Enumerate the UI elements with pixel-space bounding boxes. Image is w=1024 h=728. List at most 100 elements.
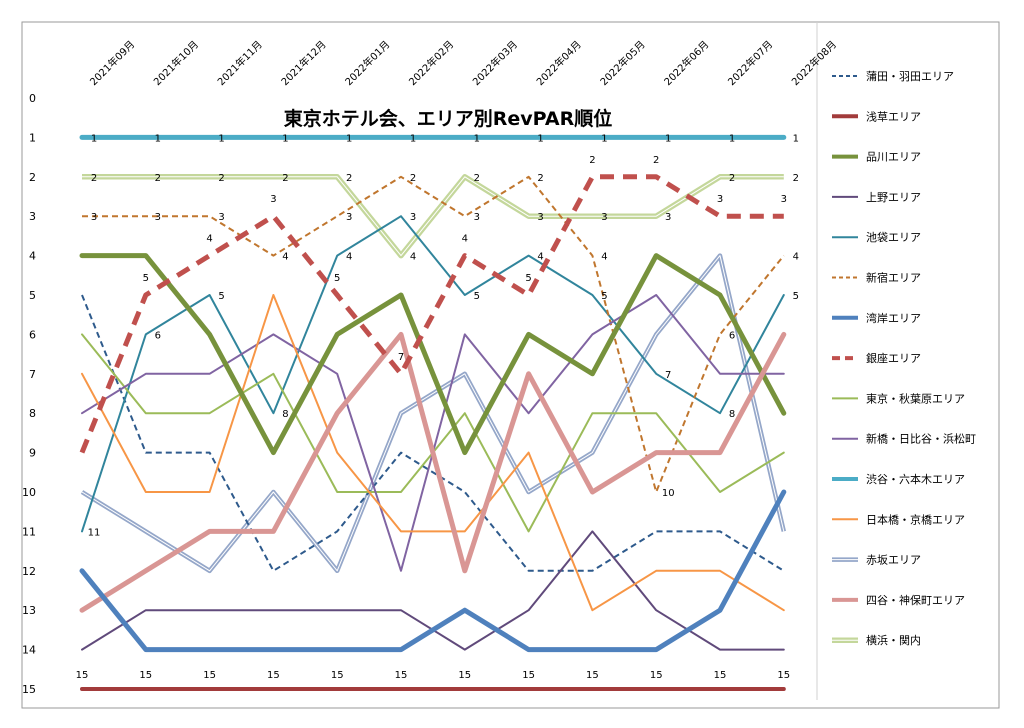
legend-label: 赤坂エリア xyxy=(866,554,921,567)
data-label: 3 xyxy=(717,194,723,205)
data-label: 3 xyxy=(601,212,607,223)
data-label: 5 xyxy=(143,273,149,284)
y-tick-label: 14 xyxy=(22,644,36,657)
data-label: 1 xyxy=(346,133,352,144)
data-label: 15 xyxy=(586,670,599,681)
data-label: 3 xyxy=(781,194,787,205)
data-label: 1 xyxy=(537,133,543,144)
data-label: 1 xyxy=(665,133,671,144)
series-line xyxy=(79,489,787,653)
data-label: 7 xyxy=(398,352,404,363)
series-line xyxy=(82,175,785,493)
series-line xyxy=(81,215,785,533)
data-label: 1 xyxy=(729,133,735,144)
data-label: 1 xyxy=(601,133,607,144)
series-line xyxy=(79,174,784,454)
legend-label: 湾岸エリア xyxy=(866,311,921,325)
legend-label: 池袋エリア xyxy=(866,230,921,244)
data-label: 5 xyxy=(474,291,480,302)
data-label: 2 xyxy=(653,155,659,166)
y-tick-label: 15 xyxy=(22,683,36,696)
data-label: 5 xyxy=(334,273,340,284)
data-label: 15 xyxy=(331,670,344,681)
data-label: 5 xyxy=(793,291,799,302)
y-tick-label: 5 xyxy=(29,289,36,302)
data-label: 4 xyxy=(282,252,288,263)
data-label: 2 xyxy=(474,173,480,184)
data-label: 1 xyxy=(793,133,799,144)
legend-label: 四谷・神保町エリア xyxy=(866,593,965,607)
data-label: 6 xyxy=(729,330,735,341)
legend-label: 品川エリア xyxy=(866,151,921,164)
data-label: 3 xyxy=(410,212,416,223)
series-line xyxy=(79,253,787,456)
data-label: 3 xyxy=(665,212,671,223)
data-label: 15 xyxy=(267,670,280,681)
data-label: 5 xyxy=(601,291,607,302)
series-line xyxy=(81,294,785,572)
data-label: 1 xyxy=(410,133,416,144)
data-label: 4 xyxy=(346,252,352,263)
data-label: 2 xyxy=(91,173,97,184)
y-tick-label: 8 xyxy=(29,407,36,420)
y-tick-label: 10 xyxy=(22,486,36,499)
y-tick-label: 9 xyxy=(29,447,36,460)
data-label: 7 xyxy=(665,370,671,381)
data-label: 4 xyxy=(601,252,607,263)
y-tick-label: 0 xyxy=(29,92,36,105)
data-label: 2 xyxy=(589,155,595,166)
data-label: 10 xyxy=(662,488,675,499)
data-label: 2 xyxy=(729,173,735,184)
data-label: 2 xyxy=(218,173,224,184)
data-label: 15 xyxy=(777,670,790,681)
data-label: 2 xyxy=(537,173,543,184)
legend-label: 銀座エリア xyxy=(866,351,921,365)
data-label: 1 xyxy=(155,133,161,144)
data-label: 3 xyxy=(91,212,97,223)
series-line xyxy=(81,294,785,612)
chart-title: 東京ホテル会、エリア別RevPAR順位 xyxy=(284,107,612,130)
y-tick-label: 4 xyxy=(29,250,36,263)
legend-label: 横浜・関内 xyxy=(866,633,921,647)
data-label: 15 xyxy=(76,670,89,681)
data-label: 15 xyxy=(203,670,216,681)
data-label: 5 xyxy=(525,273,531,284)
series-line xyxy=(79,331,787,613)
data-label: 4 xyxy=(462,234,468,245)
data-label: 3 xyxy=(537,212,543,223)
data-label: 11 xyxy=(88,527,101,538)
data-label: 3 xyxy=(346,212,352,223)
data-label: 1 xyxy=(91,133,97,144)
y-tick-label: 1 xyxy=(29,131,36,144)
data-label: 4 xyxy=(537,252,543,263)
data-label: 1 xyxy=(282,133,288,144)
data-label: 1 xyxy=(474,133,480,144)
data-label: 2 xyxy=(793,173,799,184)
data-label: 2 xyxy=(410,173,416,184)
data-label: 2 xyxy=(346,173,352,184)
y-tick-label: 3 xyxy=(29,210,36,223)
data-label: 3 xyxy=(155,212,161,223)
data-label: 5 xyxy=(218,291,224,302)
series-line-inner xyxy=(82,176,784,257)
legend-label: 上野エリア xyxy=(866,191,921,204)
data-label: 4 xyxy=(793,252,799,263)
legend-label: 日本橋・京橋エリア xyxy=(866,512,965,526)
data-label: 4 xyxy=(410,252,416,263)
data-label: 3 xyxy=(218,212,224,223)
legend-label: 渋谷・六本木エリア xyxy=(866,472,965,486)
data-label: 15 xyxy=(650,670,663,681)
legend-label: 浅草エリア xyxy=(866,110,921,123)
data-label: 15 xyxy=(139,670,152,681)
legend-label: 新橋・日比谷・浜松町 xyxy=(866,432,976,446)
legend-label: 東京・秋葉原エリア xyxy=(866,391,965,405)
y-tick-label: 7 xyxy=(29,368,36,381)
series-line-inner xyxy=(81,255,785,572)
data-label: 3 xyxy=(474,212,480,223)
data-label: 15 xyxy=(522,670,535,681)
data-label: 8 xyxy=(282,409,288,420)
data-label: 6 xyxy=(155,330,161,341)
data-label: 15 xyxy=(395,670,408,681)
y-tick-label: 12 xyxy=(22,565,36,578)
